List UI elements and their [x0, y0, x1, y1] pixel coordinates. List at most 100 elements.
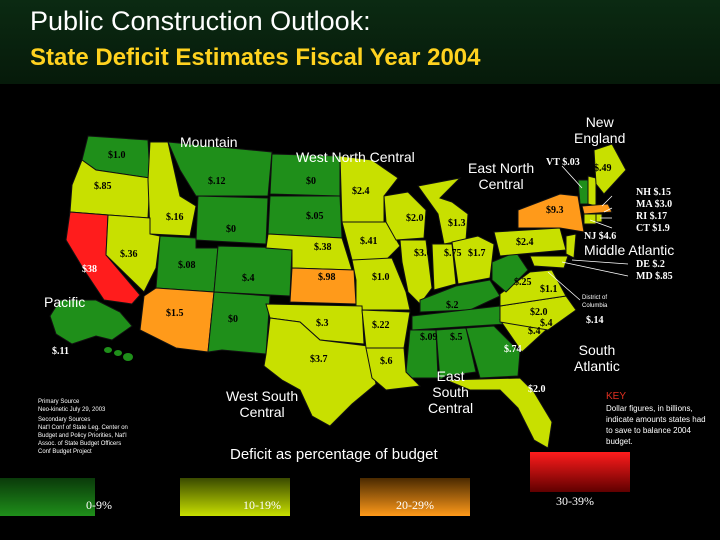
- label-maryland: MD $.85: [636, 271, 673, 282]
- label-new-jersey: NJ $4.6: [584, 231, 617, 242]
- state-hawaii: [104, 347, 133, 361]
- legend-swatch-0-9: [0, 478, 95, 516]
- value-south-dakota: $.05: [306, 211, 324, 222]
- value-tennessee: $.09: [420, 332, 438, 343]
- value-alaska: $.11: [52, 346, 69, 357]
- state-indiana: [431, 243, 457, 291]
- value-mississippi: $.5: [450, 332, 463, 343]
- state-wyoming: [195, 195, 269, 245]
- state-maine: [593, 143, 627, 195]
- region-label-new-england: New England: [574, 114, 626, 146]
- region-label-south-atlantic: South Atlantic: [574, 342, 620, 374]
- value-new-york: $9.3: [546, 205, 564, 216]
- value-iowa: $.41: [360, 236, 378, 247]
- region-label-middle-atlantic: Middle Atlantic: [584, 242, 675, 258]
- state-ohio: [451, 235, 495, 285]
- value-florida: $2.0: [528, 384, 546, 395]
- state-wisconsin: [383, 191, 427, 241]
- value-pennsylvania: $2.4: [516, 237, 534, 248]
- value-minnesota: $2.4: [352, 186, 370, 197]
- state-michigan: [417, 177, 469, 245]
- label-dc-value: $.14: [586, 315, 604, 326]
- value-michigan: $1.3: [448, 218, 466, 229]
- label-dc-name: District of Columbia: [582, 295, 608, 309]
- title-bar: Public Construction Outlook: State Defic…: [0, 0, 720, 84]
- state-texas: [263, 317, 377, 427]
- primary-source: Primary Source Neo-kinetic July 29, 2003: [38, 399, 106, 413]
- page-title: Public Construction Outlook:: [30, 6, 371, 36]
- value-south-carolina: $.4: [540, 318, 553, 329]
- state-arizona: [139, 287, 215, 353]
- value-texas: $3.7: [310, 354, 328, 365]
- state-new-york: [517, 193, 585, 233]
- region-label-mountain: Mountain: [180, 134, 238, 150]
- value-wisconsin: $2.0: [406, 213, 424, 224]
- label-rhode-island: RI $.17: [636, 211, 668, 222]
- state-georgia: [465, 325, 521, 379]
- value-virginia: $1.1: [540, 284, 558, 295]
- state-mississippi: [405, 329, 439, 379]
- state-missouri: [351, 257, 411, 311]
- key-title: KEY: [606, 391, 627, 402]
- value-georgia: $.4: [528, 326, 541, 337]
- state-nevada: [105, 214, 161, 293]
- region-label-pacific: Pacific: [44, 294, 86, 310]
- pointer-lines: [547, 165, 629, 301]
- label-massachusetts: MA $3.0: [636, 199, 673, 210]
- state-vermont: [577, 179, 589, 205]
- value-illinois: $3.6: [414, 248, 432, 259]
- label-delaware: DE $.2: [636, 259, 665, 270]
- value-north-dakota: $0: [306, 176, 316, 187]
- state-alabama: [435, 327, 477, 381]
- value-colorado: $.4: [242, 273, 255, 284]
- state-idaho: [147, 141, 197, 237]
- value-nevada: $.36: [120, 249, 138, 260]
- state-south-dakota: [267, 195, 343, 239]
- legend-swatch-10-19: [180, 478, 290, 516]
- key-body: Dollar figures, in billions, indicate am…: [606, 404, 706, 446]
- value-idaho: $.16: [166, 212, 184, 223]
- value-louisiana: $.6: [380, 356, 393, 367]
- page-subtitle: State Deficit Estimates Fiscal Year 2004: [30, 44, 481, 71]
- state-iowa: [341, 221, 401, 261]
- value-california: $38: [82, 264, 97, 275]
- legend-label-30-39: 30-39%: [556, 494, 594, 508]
- state-montana: [167, 141, 273, 197]
- value-washington: $1.0: [108, 150, 126, 161]
- state-colorado: [213, 245, 293, 297]
- label-vermont: VT $.03: [546, 157, 580, 168]
- legend-swatch-30-39: [530, 452, 630, 492]
- label-new-hampshire: NH $.15: [636, 187, 671, 198]
- value-wyoming: $0: [226, 224, 236, 235]
- value-arkansas: $.22: [372, 320, 390, 331]
- legend-caption: Deficit as percentage of budget: [230, 446, 438, 463]
- state-florida: [445, 377, 553, 449]
- value-kentucky: $.2: [446, 300, 459, 311]
- legend-label-10-19: 10-19%: [243, 498, 281, 512]
- value-utah: $.08: [178, 260, 196, 271]
- state-alaska: [49, 299, 133, 345]
- state-new-jersey: [565, 233, 577, 259]
- legend-label-0-9: 0-9%: [86, 498, 112, 512]
- legend-label-20-29: 20-29%: [396, 498, 434, 512]
- legend-swatch-20-29: [360, 478, 470, 516]
- value-oregon: $.85: [94, 181, 112, 192]
- value-west-virginia: $.25: [514, 277, 532, 288]
- value-indiana: $.75: [444, 248, 462, 259]
- state-new-hampshire: [587, 175, 597, 207]
- value-north-carolina: $2.0: [530, 307, 548, 318]
- secondary-sources: Secondary Sources Nat'l Conf of State Le…: [38, 417, 128, 455]
- value-ohio: $1.7: [468, 248, 486, 259]
- state-massachusetts: [581, 203, 613, 215]
- region-label-west-south-central: West South Central: [226, 388, 299, 420]
- region-label-west-north-central: West North Central: [296, 149, 415, 165]
- value-alabama: $.74: [504, 344, 522, 355]
- region-label-east-north-central: East North Central: [468, 160, 535, 192]
- state-maryland: [529, 255, 569, 269]
- state-rhode-island: [595, 213, 603, 223]
- value-kansas: $.98: [318, 272, 336, 283]
- region-label-east-south-central: East South Central: [428, 368, 474, 416]
- label-connecticut: CT $1.9: [636, 223, 670, 234]
- value-oklahoma: $.3: [316, 318, 329, 329]
